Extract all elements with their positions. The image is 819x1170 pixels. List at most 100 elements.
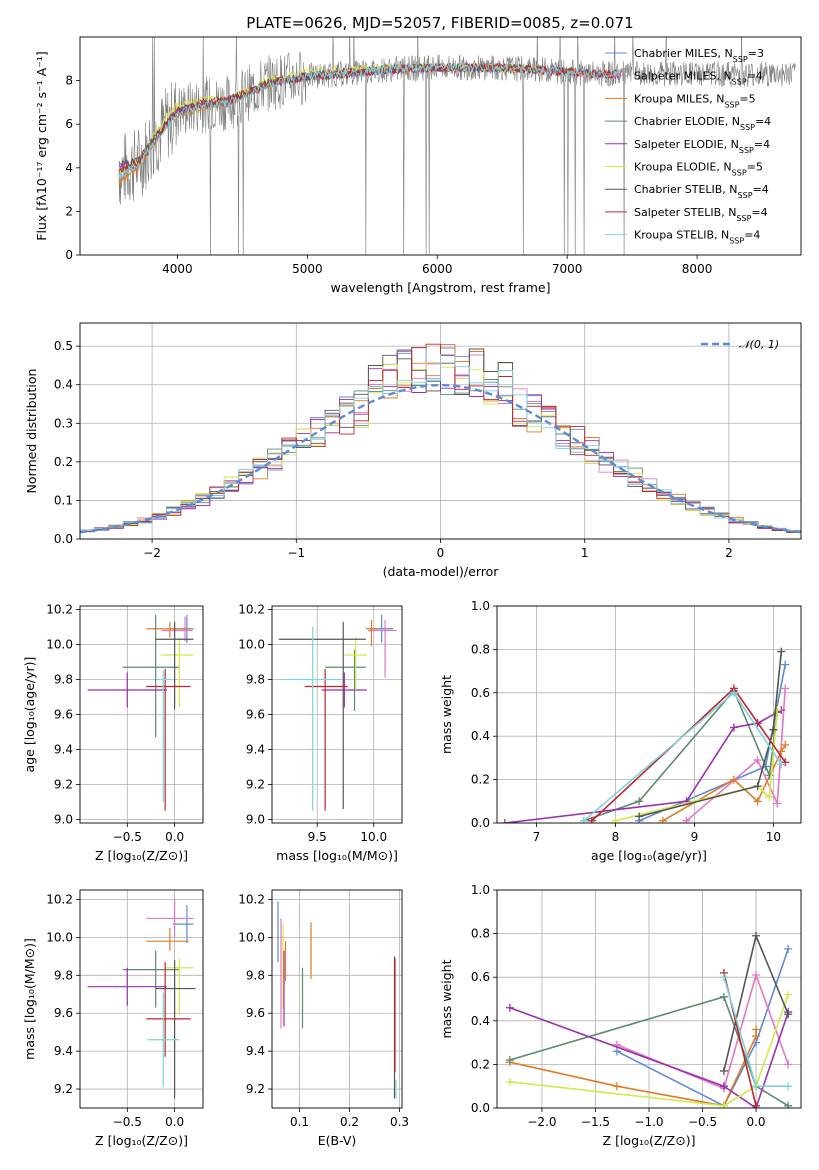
x-tick-label: 4000	[162, 262, 193, 276]
x-tick-label: 0.3	[390, 1115, 409, 1129]
x-tick-label: −2.0	[527, 1115, 556, 1129]
weight-marker	[505, 1003, 514, 1012]
plot-area	[118, 37, 796, 255]
y-axis-label: mass weight	[439, 959, 454, 1038]
x-tick-label: −1.5	[581, 1115, 610, 1129]
y-axis-label: age [log₁₀(age/yr)]	[22, 657, 37, 773]
y-tick-label: 0.3	[54, 416, 73, 430]
y-tick-label: 9.6	[54, 708, 73, 722]
y-tick-label: 6	[65, 117, 73, 131]
x-axis-label: age [log₁₀(age/yr)]	[591, 848, 707, 863]
plot-area	[500, 647, 790, 823]
x-tick-label: 7000	[552, 262, 583, 276]
figure-title: PLATE=0626, MJD=52057, FIBERID=0085, z=0…	[246, 14, 633, 32]
residual-histogram	[80, 354, 801, 532]
y-tick-label: 0.2	[471, 1057, 490, 1071]
weight-marker	[784, 944, 793, 953]
weight-marker	[752, 931, 761, 940]
plot-area	[80, 343, 801, 534]
plot-frame	[496, 605, 802, 824]
x-tick-label: 9.5	[308, 830, 327, 844]
weight-marker	[777, 760, 786, 769]
weight-marker	[752, 1025, 761, 1034]
y-tick-label: 0.6	[471, 970, 490, 984]
weight-marker	[719, 1082, 728, 1091]
chart-age-vs-mass: 9.5 10.0 9.0 9.2 9.4 9.6 9.8 10.0 10.2 mass [log₁…	[238, 603, 403, 863]
plot-area	[505, 931, 793, 1108]
weight-line	[509, 1006, 789, 1108]
x-axis-label: (data-model)/error	[383, 564, 500, 579]
weight-marker	[781, 660, 790, 669]
weight-marker	[729, 688, 738, 697]
y-tick-label: 0.4	[54, 378, 73, 392]
y-tick-label: 9.8	[246, 673, 265, 687]
model-spectrum-line	[118, 62, 620, 179]
legend-entry: Chabrier ELODIE, NSSP=4	[634, 115, 771, 132]
weight-marker	[752, 971, 761, 980]
legend: Chabrier MILES, NSSP=3 Salpeter MILES, NS…	[605, 47, 771, 245]
y-tick-label: 9.2	[54, 778, 73, 792]
x-tick-label: −0.5	[113, 1115, 142, 1129]
x-tick-label: −2	[143, 546, 161, 560]
y-tick-label: 0.6	[471, 686, 490, 700]
plot-area	[277, 901, 397, 1099]
legend-subscript: SSP	[732, 77, 747, 86]
y-axis-label: mass [log₁₀(M/M⊙)]	[22, 938, 37, 1060]
weight-marker	[781, 684, 790, 693]
legend-subscript: SSP	[738, 191, 753, 200]
x-tick-label: 10	[766, 830, 781, 844]
y-tick-label: 0.0	[471, 1101, 490, 1115]
x-tick-label: 8	[612, 830, 620, 844]
legend-entry: Kroupa ELODIE, NSSP=5	[634, 161, 763, 178]
legend-subscript: SSP	[724, 100, 739, 109]
y-tick-label: 9.0	[246, 813, 265, 827]
legend-entry: Kroupa STELIB, NSSP=4	[634, 229, 760, 246]
chart-mass-weight-vs-Z: −2.0 −1.5 −1.0 −0.5 0.0 0.0 0.2 0.4 0.6 0.8 1.0 Z […	[439, 883, 802, 1148]
weight-marker	[729, 775, 738, 784]
weight-marker	[784, 1101, 793, 1108]
plot-area	[87, 899, 196, 1099]
legend-entry: Chabrier MILES, NSSP=3	[634, 47, 764, 64]
x-tick-label: 8000	[682, 262, 713, 276]
x-tick-label: 0.0	[165, 1115, 184, 1129]
weight-marker	[587, 816, 596, 823]
plot-frame	[79, 322, 802, 540]
y-tick-label: 0.0	[471, 816, 490, 830]
y-tick-label: 4	[65, 161, 73, 175]
chart-spectrum: 4000 5000 6000 7000 8000 0 2 4 6 8 wavelength [Ang…	[34, 36, 802, 295]
weight-marker	[781, 740, 790, 749]
y-tick-label: 9.8	[54, 968, 73, 982]
weight-marker	[784, 1010, 793, 1019]
legend-subscript: SSP	[733, 55, 748, 64]
legend-entry: Chabrier STELIB, NSSP=4	[634, 183, 769, 200]
plot-area	[278, 614, 397, 811]
plot-frame	[271, 889, 403, 1109]
plot-frame	[79, 36, 802, 256]
y-tick-label: 0.0	[54, 532, 73, 546]
y-axis-label: Flux [fλ10⁻¹⁷ erg cm⁻² s⁻¹ A⁻¹]	[34, 51, 49, 240]
x-tick-label: 0.2	[340, 1115, 359, 1129]
x-tick-label: −1.0	[634, 1115, 663, 1129]
x-tick-label: −0.5	[688, 1115, 717, 1129]
weight-line	[638, 651, 783, 818]
x-axis-label: Z [log₁₀(Z/Z⊙)]	[95, 848, 188, 863]
weight-marker	[719, 992, 728, 1001]
weight-marker	[784, 990, 793, 999]
weight-marker	[719, 1066, 728, 1075]
x-tick-label: 2	[725, 546, 733, 560]
x-tick-label: 10.0	[360, 830, 387, 844]
chart-mass-weight-vs-age: 7 8 9 10 0.0 0.2 0.4 0.6 0.8 1.0 age [log₁₀(age/yr…	[439, 599, 802, 863]
y-tick-label: 0.1	[54, 493, 73, 507]
weight-marker	[658, 816, 667, 823]
x-tick-label: 1	[581, 546, 589, 560]
x-tick-label: 0.1	[290, 1115, 309, 1129]
x-axis-label: mass [log₁₀(M/M⊙)]	[276, 848, 398, 863]
y-tick-label: 9.8	[246, 968, 265, 982]
y-tick-label: 0.2	[54, 455, 73, 469]
weight-marker	[784, 1082, 793, 1091]
y-tick-label: 0.4	[471, 1014, 490, 1028]
plot-frame	[271, 605, 403, 824]
y-tick-label: 9.4	[54, 743, 73, 757]
y-tick-label: 1.0	[471, 883, 490, 897]
